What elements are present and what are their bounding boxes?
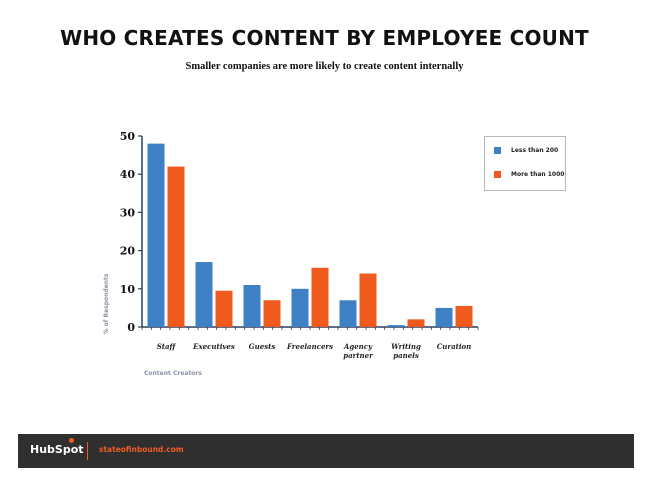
x-tick-label: partner bbox=[343, 351, 374, 360]
footer-url-link[interactable]: stateofinbound.com bbox=[99, 445, 184, 454]
y-tick-label: 20 bbox=[120, 245, 136, 258]
legend-item-less-than-200: Less than 200 bbox=[494, 147, 558, 154]
bar-1-6 bbox=[455, 305, 473, 327]
y-tick-label: 30 bbox=[120, 206, 136, 219]
bar-1-3 bbox=[311, 267, 329, 327]
bar-1-5 bbox=[407, 319, 425, 327]
y-tick-label: 0 bbox=[127, 321, 135, 334]
bar-1-1 bbox=[215, 290, 233, 327]
bar-0-6 bbox=[435, 307, 453, 327]
bar-0-2 bbox=[243, 284, 261, 327]
bar-1-0 bbox=[167, 166, 185, 327]
legend-label-series-0: Less than 200 bbox=[511, 147, 559, 154]
x-tick-label: Guests bbox=[249, 342, 276, 351]
x-tick-label: panels bbox=[393, 351, 419, 360]
legend-swatch-series-1 bbox=[494, 171, 501, 178]
bar-1-2 bbox=[263, 300, 281, 327]
x-axis-title: Content Creators bbox=[144, 370, 202, 377]
x-tick-label: Agency bbox=[343, 342, 373, 351]
x-tick-label: Staff bbox=[157, 342, 177, 351]
chart-subtitle: Smaller companies are more likely to cre… bbox=[185, 61, 464, 72]
y-tick-label: 50 bbox=[120, 130, 136, 143]
bar-0-4 bbox=[339, 300, 357, 327]
footer-divider bbox=[87, 442, 88, 460]
legend-item-more-than-1000: More than 1000 bbox=[494, 171, 564, 178]
y-tick-label: 40 bbox=[120, 168, 136, 181]
x-tick-label: Freelancers bbox=[286, 342, 333, 351]
bar-1-4 bbox=[359, 273, 377, 327]
legend-label-series-1: More than 1000 bbox=[511, 171, 565, 178]
y-axis-title: % of Respondents bbox=[103, 273, 110, 334]
chart-title: WHO CREATES CONTENT BY EMPLOYEE COUNT bbox=[60, 26, 589, 50]
bar-0-3 bbox=[291, 288, 309, 327]
footer-bar: HubSpot stateofinbound.com bbox=[18, 434, 634, 468]
legend-swatch-series-0 bbox=[494, 147, 501, 154]
bar-0-1 bbox=[195, 262, 213, 327]
y-tick-label: 10 bbox=[120, 283, 136, 296]
legend: Less than 200 More than 1000 bbox=[484, 136, 566, 191]
x-tick-label: Executives bbox=[192, 342, 235, 351]
x-tick-label: Writing bbox=[391, 342, 421, 351]
logo-dot-icon bbox=[69, 438, 74, 443]
x-tick-label: Curation bbox=[437, 342, 472, 351]
hubspot-logo: HubSpot bbox=[30, 443, 84, 456]
bar-0-5 bbox=[387, 325, 405, 327]
bar-0-0 bbox=[147, 143, 165, 327]
